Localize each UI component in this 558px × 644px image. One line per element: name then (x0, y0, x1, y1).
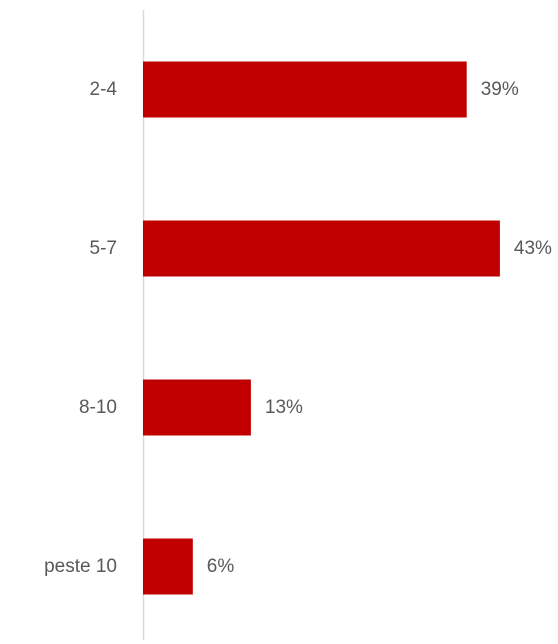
bar-2-4 (143, 61, 467, 118)
bars-group (143, 61, 500, 595)
category-label: peste 10 (44, 556, 117, 577)
category-label: 5-7 (90, 238, 117, 259)
value-label: 43% (514, 238, 552, 259)
bar-peste-10 (143, 538, 193, 595)
value-label: 13% (265, 397, 303, 418)
value-label: 39% (481, 79, 519, 100)
value-labels-group: 39% 43% 13% 6% (207, 79, 552, 577)
category-labels-group: 2-4 5-7 8-10 peste 10 (44, 79, 117, 577)
bar-8-10 (143, 379, 251, 436)
category-label: 8-10 (79, 397, 117, 418)
category-label: 2-4 (90, 79, 118, 100)
value-label: 6% (207, 556, 235, 577)
bar-5-7 (143, 220, 500, 277)
